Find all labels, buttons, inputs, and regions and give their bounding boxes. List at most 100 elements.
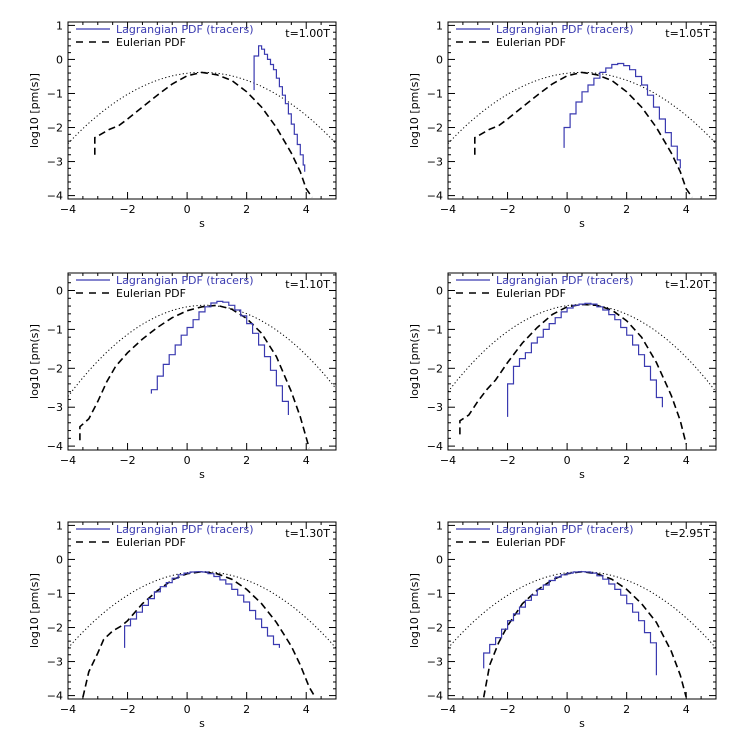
- y-tick-label: 0: [436, 553, 443, 566]
- axes-frame: [447, 272, 717, 451]
- eulerian-pdf-line: [82, 570, 316, 698]
- time-label: t=1.05T: [665, 27, 710, 40]
- lagrangian-pdf-line: [563, 62, 681, 169]
- y-tick-label: −3: [427, 401, 443, 414]
- y-tick-label: −4: [427, 190, 443, 203]
- y-tick-label: −3: [427, 656, 443, 669]
- y-tick-label: −1: [47, 323, 63, 336]
- legend-label-lagrangian: Lagrangian PDF (tracers): [496, 274, 634, 287]
- x-tick-label: −4: [60, 703, 76, 716]
- x-tick-label: 0: [564, 203, 571, 216]
- legend-label-eulerian: Eulerian PDF: [116, 287, 186, 300]
- axes-frame: [67, 272, 337, 451]
- x-axis-label: s: [199, 217, 205, 230]
- y-axis-label: log10 [pm(s)]: [28, 324, 41, 399]
- eulerian-pdf-line: [473, 71, 693, 198]
- y-axis-label: log10 [pm(s)]: [28, 73, 41, 148]
- y-axis-label: log10 [pm(s)]: [28, 573, 41, 648]
- x-tick-label: 0: [564, 454, 571, 467]
- x-axis-label: s: [579, 717, 585, 730]
- time-label: t=1.00T: [285, 27, 330, 40]
- legend-label-lagrangian: Lagrangian PDF (tracers): [496, 23, 634, 36]
- x-tick-label: −2: [119, 203, 135, 216]
- x-tick-label: 0: [184, 454, 191, 467]
- x-tick-label: 2: [243, 703, 250, 716]
- axes-frame: [447, 21, 717, 200]
- x-axis-label: s: [579, 217, 585, 230]
- y-tick-label: 1: [436, 519, 443, 532]
- eulerian-pdf-line: [482, 570, 687, 698]
- y-tick-label: −2: [47, 362, 63, 375]
- time-label: t=1.30T: [285, 527, 330, 540]
- y-tick-label: 1: [56, 19, 63, 32]
- x-tick-label: 4: [303, 203, 310, 216]
- panel-1: −4 −2 0 2 4 −4 −3 −2 −1 0 1 s log10 [pm(s)] Lagrangia…: [28, 19, 337, 230]
- x-tick-label: 2: [243, 203, 250, 216]
- y-tick-label: −3: [47, 401, 63, 414]
- y-tick-label: −1: [427, 87, 443, 100]
- x-tick-label: 4: [303, 454, 310, 467]
- eulerian-pdf-line: [459, 303, 687, 445]
- y-tick-label: 1: [56, 519, 63, 532]
- y-tick-label: −1: [47, 87, 63, 100]
- y-tick-label: 0: [56, 285, 63, 298]
- y-tick-label: −2: [47, 122, 63, 135]
- lagrangian-pdf-line: [150, 300, 289, 415]
- y-tick-label: 0: [56, 53, 63, 66]
- y-tick-label: −4: [47, 690, 63, 703]
- y-axis-label: log10 [pm(s)]: [408, 573, 421, 648]
- y-tick-label: −3: [427, 156, 443, 169]
- y-tick-label: 0: [436, 53, 443, 66]
- x-tick-label: 2: [623, 203, 630, 216]
- y-tick-label: −3: [47, 156, 63, 169]
- x-tick-label: −2: [499, 454, 515, 467]
- legend-label-eulerian: Eulerian PDF: [496, 536, 566, 549]
- y-axis-label: log10 [pm(s)]: [408, 324, 421, 399]
- gaussian-reference-curve: [448, 571, 716, 649]
- lagrangian-pdf-line: [253, 45, 306, 172]
- y-tick-label: −3: [47, 656, 63, 669]
- y-tick-label: −4: [47, 440, 63, 453]
- legend-label-eulerian: Eulerian PDF: [116, 36, 186, 49]
- y-tick-label: −4: [427, 440, 443, 453]
- legend-label-eulerian: Eulerian PDF: [496, 287, 566, 300]
- y-tick-label: 0: [56, 553, 63, 566]
- x-tick-label: 0: [184, 203, 191, 216]
- x-tick-label: 4: [683, 454, 690, 467]
- legend-label-lagrangian: Lagrangian PDF (tracers): [116, 274, 254, 287]
- panel-5: −4 −2 0 2 4 −4 −3 −2 −1 0 1 s log10 [pm(s)] Lagrangia…: [28, 519, 337, 730]
- time-label: t=1.10T: [285, 278, 330, 291]
- x-tick-label: −4: [440, 703, 456, 716]
- y-tick-label: −2: [427, 122, 443, 135]
- time-label: t=1.20T: [665, 278, 710, 291]
- lagrangian-pdf-line: [124, 571, 280, 648]
- lagrangian-pdf-line: [483, 571, 657, 676]
- x-axis-label: s: [199, 468, 205, 481]
- x-tick-label: −4: [440, 203, 456, 216]
- x-tick-label: −4: [440, 454, 456, 467]
- gaussian-reference-curve: [68, 304, 336, 397]
- x-tick-label: 2: [623, 454, 630, 467]
- legend-label-eulerian: Eulerian PDF: [496, 36, 566, 49]
- legend-label-lagrangian: Lagrangian PDF (tracers): [496, 523, 634, 536]
- panel-2: −4 −2 0 2 4 −4 −3 −2 −1 0 1 s log10 [pm(s)] Lagrangia…: [408, 19, 717, 230]
- x-tick-label: −2: [499, 203, 515, 216]
- y-tick-label: −1: [427, 587, 443, 600]
- legend-label-lagrangian: Lagrangian PDF (tracers): [116, 23, 254, 36]
- y-tick-label: 1: [436, 19, 443, 32]
- axes-frame: [67, 21, 337, 200]
- x-tick-label: 4: [683, 703, 690, 716]
- legend-label-eulerian: Eulerian PDF: [116, 536, 186, 549]
- x-tick-label: 4: [683, 203, 690, 216]
- x-tick-label: −2: [119, 703, 135, 716]
- time-label: t=2.95T: [665, 527, 710, 540]
- x-axis-label: s: [579, 468, 585, 481]
- gaussian-reference-curve: [68, 71, 336, 144]
- x-tick-label: 2: [623, 703, 630, 716]
- x-tick-label: −2: [499, 703, 515, 716]
- axes-frame: [67, 521, 337, 700]
- lagrangian-pdf-line: [507, 302, 663, 417]
